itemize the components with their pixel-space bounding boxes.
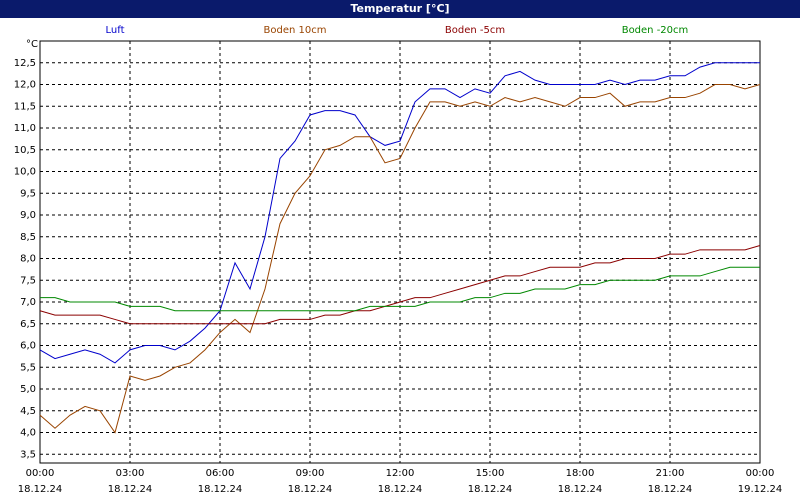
chart-title: Temperatur [°C] xyxy=(350,2,449,15)
x-tick-label: 00:00 xyxy=(746,468,775,479)
y-tick-label: 5,5 xyxy=(20,362,36,373)
x-tick-label: 06:00 xyxy=(206,468,235,479)
x-tick-date: 18.12.24 xyxy=(288,484,333,495)
x-tick-date: 18.12.24 xyxy=(378,484,423,495)
x-tick-label: 09:00 xyxy=(296,468,325,479)
x-tick-label: 21:00 xyxy=(656,468,685,479)
legend-entry: Boden -5cm xyxy=(445,25,505,36)
series-line xyxy=(39,84,761,434)
y-tick-label: 8,0 xyxy=(20,254,36,265)
y-tick-label: 11,0 xyxy=(14,123,36,134)
x-tick-date: 18.12.24 xyxy=(468,484,513,495)
y-tick-label: 9,5 xyxy=(20,188,36,199)
x-tick-date: 19.12.24 xyxy=(738,484,783,495)
x-tick-label: 00:00 xyxy=(26,468,55,479)
y-tick-label: 12,0 xyxy=(14,80,36,91)
x-tick-label: 18:00 xyxy=(566,468,595,479)
x-tick-date: 18.12.24 xyxy=(648,484,693,495)
y-tick-label: 12,5 xyxy=(14,58,36,69)
y-tick-label: 11,5 xyxy=(14,101,36,112)
x-tick-date: 18.12.24 xyxy=(108,484,153,495)
series-line xyxy=(39,244,761,325)
y-tick-label: 6,0 xyxy=(20,341,36,352)
y-tick-label: 4,5 xyxy=(20,406,36,417)
legend-entry: Boden -20cm xyxy=(622,25,689,36)
y-tick-label: 8,5 xyxy=(20,232,36,243)
y-axis-label: °C xyxy=(26,39,38,50)
y-tick-label: 7,5 xyxy=(20,275,36,286)
series-line xyxy=(40,266,760,312)
x-tick-date: 18.12.24 xyxy=(558,484,603,495)
legend-entry: Boden 10cm xyxy=(264,25,327,36)
y-tick-label: 10,0 xyxy=(14,167,36,178)
y-tick-label: 4,0 xyxy=(20,428,36,439)
y-tick-label: 6,5 xyxy=(20,319,36,330)
x-tick-label: 12:00 xyxy=(386,468,415,479)
x-tick-label: 15:00 xyxy=(476,468,505,479)
y-tick-label: 7,0 xyxy=(20,297,36,308)
series-line xyxy=(39,62,760,364)
x-tick-label: 03:00 xyxy=(116,468,145,479)
y-tick-label: 5,0 xyxy=(20,384,36,395)
y-tick-label: 9,0 xyxy=(20,210,36,221)
y-tick-label: 10,5 xyxy=(14,145,36,156)
x-tick-date: 18.12.24 xyxy=(198,484,243,495)
title-bar xyxy=(0,0,800,18)
x-tick-date: 18.12.24 xyxy=(18,484,63,495)
legend-entry: Luft xyxy=(106,25,125,36)
y-tick-label: 3,5 xyxy=(20,449,36,460)
